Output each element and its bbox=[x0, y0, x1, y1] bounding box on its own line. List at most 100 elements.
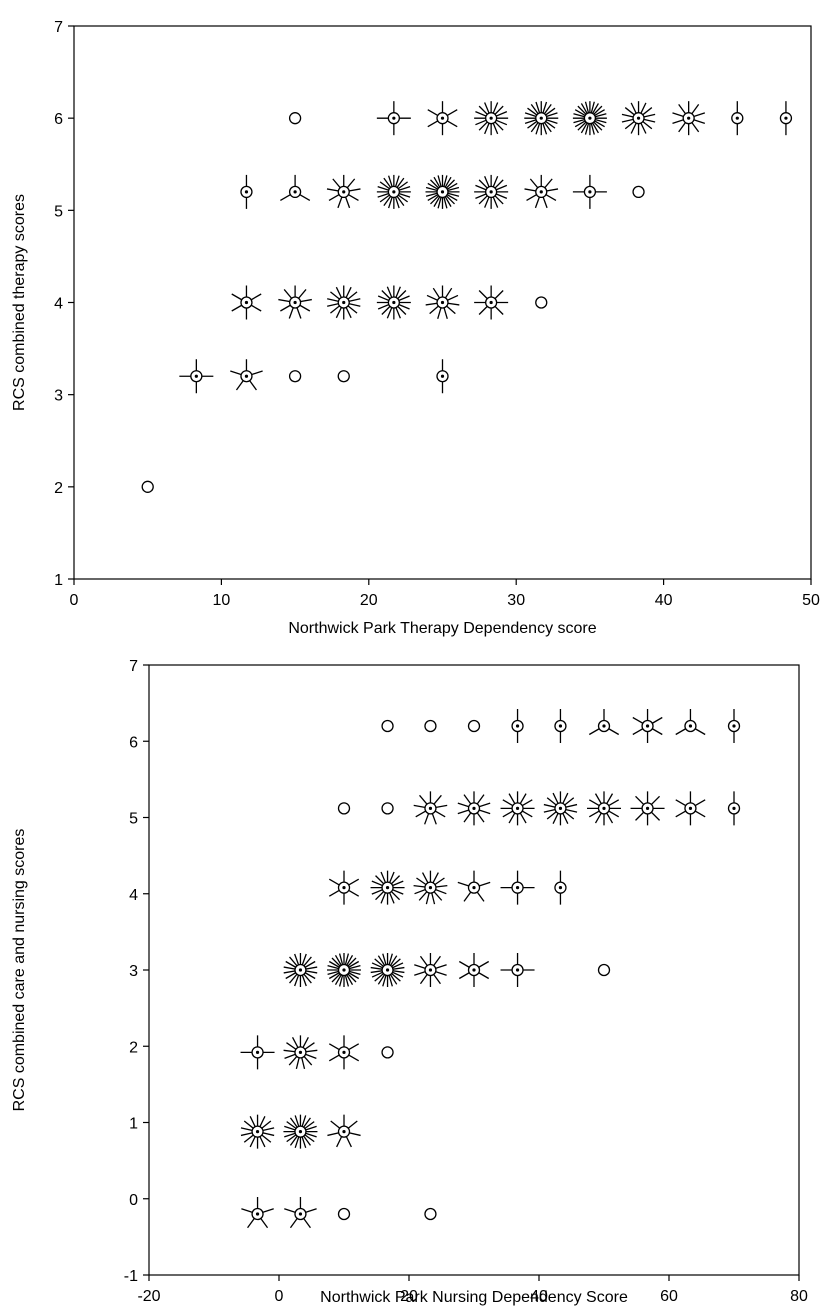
sunflower-point bbox=[535, 296, 548, 309]
sunflower-point bbox=[500, 870, 535, 905]
sunflower-point bbox=[727, 709, 741, 743]
sunflower-point bbox=[328, 1035, 360, 1070]
sunflower-point bbox=[230, 359, 263, 391]
point-center bbox=[645, 724, 650, 728]
point-center bbox=[342, 1050, 346, 1054]
x-tick-label: 0 bbox=[70, 592, 79, 609]
sunflower-point bbox=[436, 359, 449, 394]
point-marker bbox=[381, 719, 394, 733]
point-center bbox=[428, 968, 433, 972]
point-center bbox=[244, 190, 249, 194]
sunflower-point bbox=[779, 101, 793, 136]
sunflower-point bbox=[381, 719, 394, 733]
sunflower-point bbox=[672, 101, 706, 136]
point-center bbox=[588, 190, 592, 194]
point-center bbox=[440, 190, 445, 194]
sunflower-point bbox=[632, 709, 663, 743]
sunflower-point bbox=[337, 370, 350, 383]
sunflower-point bbox=[370, 953, 405, 987]
point-center bbox=[645, 806, 650, 810]
point-center bbox=[298, 1050, 303, 1054]
point-center bbox=[472, 886, 476, 890]
sunflower-point bbox=[284, 1197, 317, 1229]
point-center bbox=[194, 374, 198, 378]
point-center bbox=[392, 116, 396, 120]
point-center bbox=[298, 1212, 303, 1216]
point-center bbox=[602, 806, 606, 810]
point-center bbox=[732, 806, 736, 810]
sunflower-point bbox=[376, 174, 411, 209]
point-marker bbox=[597, 963, 611, 977]
sunflower-point bbox=[588, 709, 620, 736]
sunflower-point bbox=[554, 870, 567, 905]
sunflower-point bbox=[474, 101, 509, 136]
point-center bbox=[489, 300, 493, 305]
sunflower-point bbox=[572, 101, 607, 136]
sunflower-point bbox=[727, 791, 741, 826]
point-center bbox=[515, 886, 520, 890]
sunflower-point bbox=[381, 802, 394, 815]
sunflower-point bbox=[327, 285, 361, 320]
sunflower-point bbox=[414, 953, 447, 987]
point-center bbox=[255, 1212, 260, 1216]
sunflower-point bbox=[425, 285, 460, 319]
point-center bbox=[342, 886, 346, 890]
sunflower-point bbox=[179, 359, 214, 394]
sunflower-point bbox=[381, 1046, 394, 1059]
sunflower-point bbox=[413, 870, 448, 905]
point-center bbox=[342, 190, 346, 194]
point-center bbox=[558, 886, 563, 890]
sunflower-point bbox=[337, 802, 351, 815]
sunflower-point bbox=[467, 719, 481, 733]
point-center bbox=[515, 724, 520, 728]
point-center bbox=[293, 300, 297, 305]
point-center bbox=[472, 806, 476, 810]
point-center bbox=[539, 190, 543, 194]
sunflower-point bbox=[326, 174, 361, 209]
point-center bbox=[385, 886, 390, 890]
point-center bbox=[298, 968, 303, 972]
x-tick-label: 30 bbox=[507, 592, 525, 609]
point-center bbox=[515, 806, 520, 810]
sunflower-point bbox=[370, 870, 405, 905]
sunflower-point bbox=[327, 1114, 361, 1148]
y-tick-label: 2 bbox=[129, 1039, 138, 1056]
point-marker bbox=[381, 1046, 394, 1059]
point-marker bbox=[535, 296, 548, 309]
x-tick-label: 20 bbox=[360, 592, 378, 609]
sunflower-point bbox=[280, 174, 311, 201]
sunflower-point bbox=[731, 101, 744, 136]
sunflower-point bbox=[675, 791, 706, 826]
sunflower-point bbox=[288, 112, 302, 125]
sunflower-point bbox=[376, 285, 411, 320]
sunflower-point bbox=[458, 953, 490, 987]
point-center bbox=[342, 968, 346, 972]
x-tick-label: 60 bbox=[660, 1288, 678, 1305]
x-tick-label: 0 bbox=[275, 1288, 284, 1305]
sunflower-point bbox=[141, 480, 154, 493]
sunflower-point bbox=[632, 185, 645, 199]
sunflower-point bbox=[231, 285, 262, 320]
sunflower-point bbox=[427, 101, 458, 136]
y-tick-label: 5 bbox=[54, 203, 63, 220]
point-marker bbox=[632, 185, 645, 199]
point-marker bbox=[337, 1207, 351, 1221]
point-center bbox=[558, 724, 563, 728]
point-center bbox=[440, 116, 445, 120]
sunflower-point bbox=[283, 1035, 318, 1070]
x-axis-title: Northwick Park Nursing Dependency Score bbox=[320, 1289, 628, 1306]
therapy-dependency-chart: 0 10 20 30 40 50 1 2 3 4 5 6 7 Northwick Park Therapy… bbox=[11, 19, 820, 637]
y-tick-label: 1 bbox=[54, 572, 63, 589]
point-center bbox=[489, 190, 493, 194]
y-tick-label: 7 bbox=[54, 19, 63, 36]
x-tick-label: 20 bbox=[400, 1288, 418, 1305]
point-center bbox=[255, 1130, 260, 1134]
x-tick-label: 10 bbox=[213, 592, 231, 609]
point-center bbox=[342, 1130, 346, 1134]
point-marker bbox=[381, 802, 394, 815]
point-center bbox=[298, 1130, 303, 1134]
point-marker bbox=[337, 370, 350, 383]
x-axis-title: Northwick Park Therapy Dependency score bbox=[288, 620, 596, 637]
y-tick-label: 4 bbox=[129, 887, 138, 904]
sunflower-point bbox=[424, 1207, 437, 1221]
